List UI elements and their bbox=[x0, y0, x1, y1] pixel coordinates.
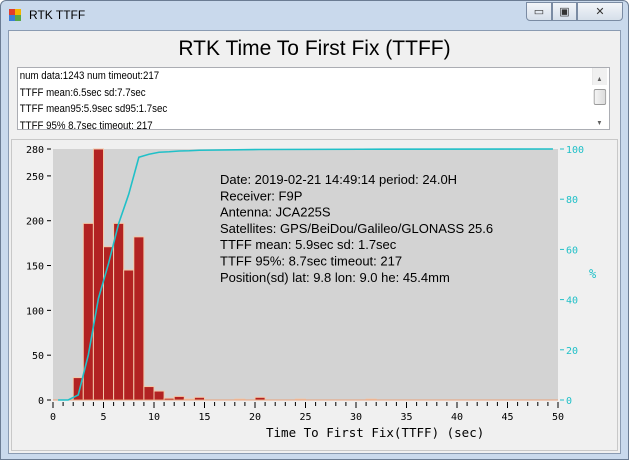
y2-axis-label: % bbox=[589, 267, 597, 281]
x-tick-label: 30 bbox=[350, 412, 362, 423]
x-tick-label: 35 bbox=[400, 412, 412, 423]
x-tick-label: 0 bbox=[50, 412, 56, 423]
info-line: Satellites: GPS/BeiDou/Galileo/GLONASS 2… bbox=[220, 221, 493, 236]
y-tick-label: 250 bbox=[26, 172, 44, 183]
histogram-bar bbox=[92, 148, 105, 401]
info-block: Date: 2019-02-21 14:49:14 period: 24.0HR… bbox=[220, 172, 493, 285]
y2-tick-label: 0 bbox=[566, 396, 572, 407]
close-icon[interactable]: ✕ bbox=[577, 2, 623, 21]
x-tick-label: 50 bbox=[552, 412, 564, 423]
scroll-thumb[interactable] bbox=[593, 89, 607, 105]
y2-tick-label: 80 bbox=[566, 195, 578, 206]
log-textbox[interactable]: num data:1243 num timeout:217 TTFF mean:… bbox=[17, 67, 610, 130]
x-tick-label: 10 bbox=[148, 412, 160, 423]
x-axis-label: Time To First Fix(TTFF) (sec) bbox=[266, 425, 484, 440]
minimize-icon[interactable]: ▭ bbox=[526, 2, 552, 21]
y-tick-label: 150 bbox=[26, 262, 44, 273]
histogram-bar bbox=[143, 386, 155, 401]
log-line: TTFF 95% 8.7sec timeout: 217 bbox=[19, 119, 153, 130]
histogram-bar bbox=[153, 390, 165, 401]
info-line: Position(sd) lat: 9.8 lon: 9.0 he: 45.4m… bbox=[220, 270, 450, 285]
histogram-bar bbox=[133, 236, 145, 401]
info-line: TTFF mean: 5.9sec sd: 1.7sec bbox=[220, 237, 397, 252]
histogram-bar bbox=[113, 222, 125, 401]
info-line: Antenna: JCA225S bbox=[220, 205, 331, 220]
vertical-scrollbar[interactable]: ▲ ▼ bbox=[592, 68, 607, 127]
info-line: Receiver: F9P bbox=[220, 188, 302, 203]
window-title: RTK TTFF bbox=[29, 8, 86, 22]
histogram-bar bbox=[82, 222, 94, 401]
y-tick-label: 200 bbox=[26, 217, 44, 228]
info-line: Date: 2019-02-21 14:49:14 period: 24.0H bbox=[220, 172, 457, 187]
histogram-bar bbox=[173, 395, 185, 401]
log-line: TTFF mean95:5.9sec sd95:1.7sec bbox=[19, 103, 168, 115]
log-line: TTFF mean:6.5sec sd:7.7sec bbox=[19, 86, 146, 99]
x-tick-label: 45 bbox=[501, 412, 513, 423]
client-area: RTK Time To First Fix (TTFF) num data:12… bbox=[8, 30, 621, 454]
chart-group: 0 5 10 15 20 25 30 35 40 45 50 0 50 100 150 200 250 280 0 2… bbox=[11, 139, 618, 451]
scroll-down-icon[interactable]: ▼ bbox=[596, 120, 603, 127]
scroll-up-icon[interactable]: ▲ bbox=[596, 76, 603, 83]
x-tick-label: 40 bbox=[451, 412, 463, 423]
page-title: RTK Time To First Fix (TTFF) bbox=[178, 37, 451, 60]
y-tick-label: 0 bbox=[38, 396, 44, 407]
maximize-icon[interactable]: ▣ bbox=[552, 2, 577, 21]
log-line: num data:1243 num timeout:217 bbox=[19, 70, 160, 82]
y2-tick-label: 40 bbox=[566, 296, 578, 307]
x-tick-label: 15 bbox=[198, 412, 210, 423]
ttff-chart: 0 5 10 15 20 25 30 35 40 45 5005010015020025028002… bbox=[26, 145, 597, 440]
y-tick-label: 100 bbox=[26, 306, 44, 317]
x-tick-label: 20 bbox=[249, 412, 261, 423]
histogram-bar bbox=[103, 246, 115, 401]
x-tick-label: 25 bbox=[299, 412, 311, 423]
title-bar[interactable]: RTK TTFF ▭ ▣ ✕ bbox=[1, 1, 628, 29]
app-icon bbox=[9, 9, 21, 21]
y2-tick-label: 60 bbox=[566, 245, 578, 256]
y-tick-label: 280 bbox=[26, 145, 44, 156]
y2-tick-label: 20 bbox=[566, 346, 578, 357]
y-tick-label: 50 bbox=[32, 351, 44, 362]
cumulative-line bbox=[58, 148, 553, 401]
info-line: TTFF 95%: 8.7sec timeout: 217 bbox=[220, 254, 402, 269]
y2-tick-label: 100 bbox=[566, 145, 584, 156]
histogram-bar bbox=[123, 269, 135, 401]
x-tick-label: 5 bbox=[100, 412, 106, 423]
